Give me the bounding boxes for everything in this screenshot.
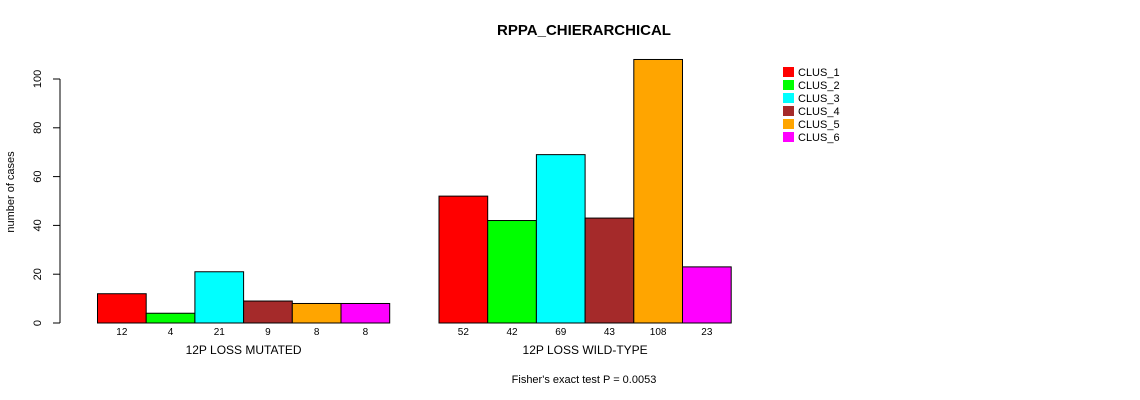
y-tick-label-80: 80	[32, 122, 44, 134]
bar-clus-6-group-1	[340, 302, 391, 324]
bar-count-label: 21	[214, 327, 226, 338]
bar-count-label: 8	[314, 327, 320, 338]
bars: 12 4 21 9 8 8 12P LOSS MUTATED 52 42 69 43 108 23 12P…	[97, 58, 732, 357]
legend-swatch-clus_3	[783, 93, 794, 103]
legend-label-clus_2: CLUS_2	[798, 80, 840, 92]
bar-count-label: 9	[265, 327, 271, 338]
legend-swatch-clus_4	[783, 106, 794, 116]
legend-label-clus_1: CLUS_1	[798, 67, 840, 79]
legend-label-clus_6: CLUS_6	[798, 132, 840, 144]
legend-swatch-clus_2	[783, 80, 794, 90]
bar-clus-4-group-2	[584, 217, 635, 324]
chart-title: RPPA_CHIERARCHICAL	[497, 22, 671, 39]
y-tick-label-100: 100	[32, 70, 44, 88]
legend-swatch-clus_5	[783, 119, 794, 129]
bar-clus-4-group-1	[243, 300, 293, 324]
legend-label-clus_3: CLUS_3	[798, 93, 840, 105]
legend-label-clus_5: CLUS_5	[798, 119, 840, 131]
bar-clus-1-group-1	[97, 293, 147, 324]
bar-clus-5-group-2	[633, 58, 683, 324]
y-tick-label-60: 60	[32, 170, 44, 182]
fisher-test-footnote: Fisher's exact test P = 0.0053	[512, 374, 657, 386]
bar-count-label: 8	[363, 327, 369, 338]
bar-count-label: 4	[168, 327, 174, 338]
bar-count-label: 23	[701, 327, 713, 338]
bar-clus-2-group-1	[145, 312, 196, 324]
bar-clus-6-group-2	[682, 266, 732, 324]
group-label-1: 12P LOSS MUTATED	[186, 343, 302, 357]
bar-clus-2-group-2	[487, 220, 537, 324]
bar-clus-3-group-1	[194, 271, 245, 324]
bar-count-label: 108	[650, 327, 667, 338]
y-tick-label-20: 20	[32, 268, 44, 280]
legend-swatch-clus_6	[783, 132, 794, 142]
bar-clus-3-group-2	[535, 154, 586, 324]
bar-count-label: 42	[506, 327, 518, 338]
y-axis: 0 20 40 60 80 100	[32, 70, 61, 326]
bar-clus-1-group-2	[438, 195, 489, 324]
bar-count-label: 69	[555, 327, 567, 338]
y-tick-label-0: 0	[32, 320, 44, 326]
y-axis-label: number of cases	[5, 151, 17, 233]
group-label-2: 12P LOSS WILD-TYPE	[523, 343, 648, 357]
bar-count-label: 12	[116, 327, 128, 338]
legend-swatch-clus_1	[783, 67, 794, 77]
bar-count-label: 52	[458, 327, 470, 338]
bar-clus-5-group-1	[291, 302, 342, 324]
legend-label-clus_4: CLUS_4	[798, 106, 840, 118]
bar-count-label: 43	[604, 327, 616, 338]
y-tick-label-40: 40	[32, 219, 44, 231]
